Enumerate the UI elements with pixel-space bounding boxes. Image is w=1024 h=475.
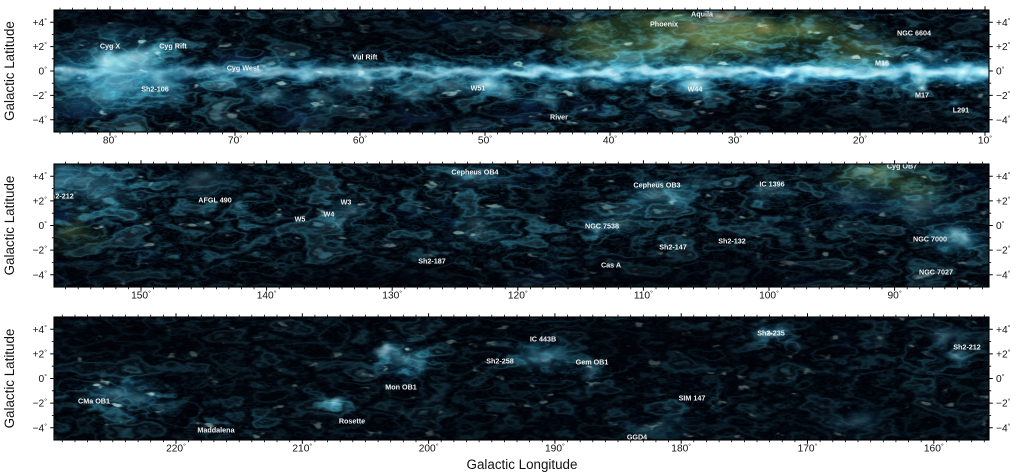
svg-text:50°: 50°: [478, 135, 492, 147]
svg-text:140°: 140°: [257, 290, 277, 302]
svg-text:210°: 210°: [292, 443, 312, 455]
svg-text:0°: 0°: [996, 66, 1005, 78]
svg-text:−4°: −4°: [996, 269, 1011, 281]
svg-text:Sh2-212: Sh2-212: [46, 192, 74, 201]
svg-text:120°: 120°: [508, 290, 528, 302]
svg-text:Sh2-187: Sh2-187: [418, 257, 446, 266]
svg-text:Cas A: Cas A: [601, 261, 621, 270]
svg-text:Cyg OB7: Cyg OB7: [887, 162, 917, 171]
svg-text:W5: W5: [295, 215, 306, 224]
svg-text:+4°: +4°: [33, 171, 48, 183]
svg-text:10°: 10°: [978, 135, 992, 147]
svg-text:NGC 6604: NGC 6604: [897, 29, 931, 38]
svg-text:+4°: +4°: [996, 17, 1011, 29]
svg-text:+2°: +2°: [996, 349, 1011, 361]
svg-text:+2°: +2°: [33, 349, 48, 361]
svg-text:Cyg Rift: Cyg Rift: [159, 42, 187, 51]
svg-text:−4°: −4°: [33, 422, 48, 434]
svg-text:40°: 40°: [603, 135, 617, 147]
svg-text:110°: 110°: [634, 290, 653, 302]
svg-text:Phoenix: Phoenix: [650, 20, 678, 29]
svg-text:180°: 180°: [671, 443, 691, 455]
svg-text:W3: W3: [341, 198, 352, 207]
svg-text:100°: 100°: [759, 290, 779, 302]
svg-text:−2°: −2°: [33, 245, 48, 257]
svg-text:130°: 130°: [382, 290, 402, 302]
svg-text:220°: 220°: [166, 443, 186, 455]
svg-text:Aquila: Aquila: [691, 10, 714, 19]
svg-text:−4°: −4°: [33, 269, 48, 281]
svg-text:160°: 160°: [924, 443, 944, 455]
svg-text:−2°: −2°: [996, 398, 1011, 410]
svg-text:Vul Rift: Vul Rift: [353, 53, 378, 62]
svg-text:Gem OB1: Gem OB1: [576, 358, 609, 367]
svg-text:0°: 0°: [39, 373, 48, 385]
svg-text:River: River: [550, 113, 568, 122]
svg-text:W44: W44: [688, 85, 703, 94]
svg-text:M17: M17: [915, 91, 929, 100]
svg-text:170°: 170°: [798, 443, 818, 455]
svg-text:+4°: +4°: [996, 171, 1011, 183]
svg-text:30°: 30°: [728, 135, 742, 147]
svg-text:Cyg X: Cyg X: [100, 42, 121, 51]
svg-text:150°: 150°: [131, 290, 151, 302]
svg-text:20°: 20°: [853, 135, 867, 147]
svg-text:GGD4: GGD4: [627, 433, 647, 442]
svg-text:W51: W51: [471, 84, 486, 93]
svg-text:−2°: −2°: [33, 398, 48, 410]
svg-text:NGC 7538: NGC 7538: [585, 222, 619, 231]
svg-text:NGC 7000: NGC 7000: [913, 235, 947, 244]
svg-text:0°: 0°: [39, 220, 48, 232]
svg-text:Sh2-212: Sh2-212: [953, 343, 981, 352]
svg-text:+2°: +2°: [33, 41, 48, 53]
svg-text:+4°: +4°: [33, 324, 48, 336]
svg-text:70°: 70°: [228, 135, 242, 147]
svg-text:Maddalena: Maddalena: [197, 426, 235, 435]
svg-text:Mon OB1: Mon OB1: [385, 383, 417, 392]
svg-text:Galactic Longitude: Galactic Longitude: [467, 457, 578, 472]
svg-text:SIM 147: SIM 147: [679, 394, 706, 403]
svg-text:190°: 190°: [545, 443, 565, 455]
svg-text:Rosette: Rosette: [339, 417, 365, 426]
svg-text:+4°: +4°: [996, 324, 1011, 336]
svg-text:NGC 7027: NGC 7027: [919, 268, 953, 277]
svg-text:Sh2-106: Sh2-106: [141, 85, 169, 94]
svg-text:60°: 60°: [353, 135, 367, 147]
svg-text:90°: 90°: [888, 290, 902, 302]
svg-text:L291: L291: [953, 106, 969, 115]
svg-text:CMa OB1: CMa OB1: [78, 397, 110, 406]
svg-text:Galactic Latitude: Galactic Latitude: [2, 176, 17, 276]
svg-text:−4°: −4°: [996, 114, 1011, 126]
svg-text:AFGL 490: AFGL 490: [198, 196, 231, 205]
svg-text:Galactic Latitude: Galactic Latitude: [2, 329, 17, 429]
svg-text:Sh2-235: Sh2-235: [757, 329, 785, 338]
svg-text:Sh2-147: Sh2-147: [659, 243, 687, 252]
svg-text:−2°: −2°: [996, 245, 1011, 257]
svg-text:+2°: +2°: [996, 41, 1011, 53]
svg-text:Galactic Latitude: Galactic Latitude: [2, 21, 17, 121]
svg-text:0°: 0°: [996, 220, 1005, 232]
svg-text:−4°: −4°: [33, 114, 48, 126]
svg-text:Cyg West: Cyg West: [227, 64, 260, 73]
svg-text:Cepheus OB4: Cepheus OB4: [451, 168, 498, 177]
svg-text:Sh2-258: Sh2-258: [486, 357, 514, 366]
svg-text:+4°: +4°: [33, 17, 48, 29]
svg-text:IC 1396: IC 1396: [759, 180, 784, 189]
svg-text:0°: 0°: [39, 66, 48, 78]
svg-text:−4°: −4°: [996, 422, 1011, 434]
svg-text:+2°: +2°: [996, 196, 1011, 208]
svg-text:0°: 0°: [996, 373, 1005, 385]
svg-text:−2°: −2°: [996, 90, 1011, 102]
svg-text:200°: 200°: [419, 443, 439, 455]
svg-text:Sh2-132: Sh2-132: [718, 237, 746, 246]
svg-text:IC 443B: IC 443B: [530, 335, 556, 344]
svg-text:W4: W4: [324, 210, 335, 219]
svg-text:Cepheus OB3: Cepheus OB3: [633, 181, 680, 190]
svg-text:+2°: +2°: [33, 196, 48, 208]
svg-text:−2°: −2°: [33, 90, 48, 102]
svg-text:M16: M16: [875, 59, 889, 68]
svg-text:80°: 80°: [103, 135, 117, 147]
